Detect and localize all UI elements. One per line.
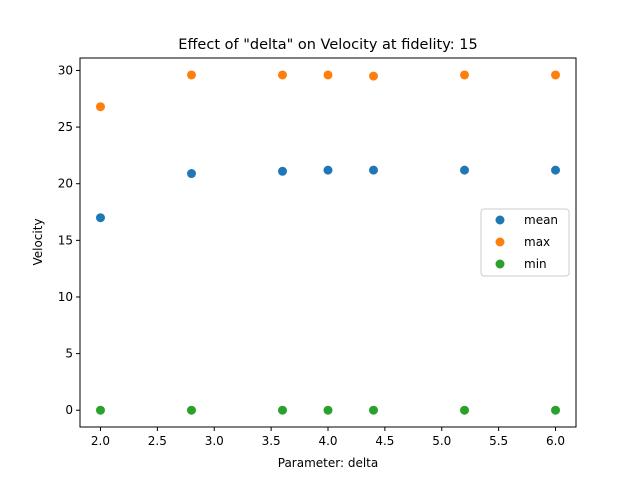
point-max — [277, 70, 287, 80]
point-min — [95, 405, 105, 415]
point-max — [369, 71, 379, 81]
x-tick-label: 5.5 — [489, 434, 508, 448]
chart-title: Effect of "delta" on Velocity at fidelit… — [178, 37, 477, 53]
x-tick-label: 6.0 — [546, 434, 565, 448]
point-min — [369, 405, 379, 415]
y-tick-label: 15 — [58, 233, 73, 247]
x-tick-label: 2.5 — [148, 434, 167, 448]
point-min — [186, 405, 196, 415]
point-max — [551, 70, 561, 80]
point-mean — [323, 165, 333, 175]
legend-marker-min — [495, 259, 505, 269]
point-min — [277, 405, 287, 415]
legend-marker-mean — [495, 215, 505, 225]
y-axis-label: Velocity — [31, 218, 45, 265]
point-mean — [277, 166, 287, 176]
x-tick-label: 3.0 — [205, 434, 224, 448]
point-mean — [186, 169, 196, 179]
y-tick-label: 25 — [58, 120, 73, 134]
x-axis-label: Parameter: delta — [278, 456, 378, 470]
y-axis: 0 5 10 15 20 25 30 — [58, 63, 80, 417]
point-max — [186, 70, 196, 80]
x-axis: 2.0 2.5 3.0 3.5 4.0 4.5 5.0 5.5 6.0 — [91, 427, 565, 448]
x-tick-label: 5.0 — [432, 434, 451, 448]
legend-marker-max — [495, 237, 505, 247]
point-mean — [369, 165, 379, 175]
y-tick-label: 5 — [65, 347, 73, 361]
x-tick-label: 3.5 — [262, 434, 281, 448]
point-mean — [95, 213, 105, 223]
data-points — [95, 70, 561, 415]
legend-label-min: min — [524, 257, 547, 271]
x-tick-label: 2.0 — [91, 434, 110, 448]
legend: mean max min — [480, 208, 570, 277]
x-tick-label: 4.5 — [375, 434, 394, 448]
y-tick-label: 20 — [58, 177, 73, 191]
point-mean — [460, 165, 470, 175]
legend-label-mean: mean — [524, 213, 558, 227]
point-min — [551, 405, 561, 415]
point-min — [323, 405, 333, 415]
point-max — [323, 70, 333, 80]
y-tick-label: 30 — [58, 63, 73, 77]
point-min — [460, 405, 470, 415]
y-tick-label: 10 — [58, 290, 73, 304]
legend-box — [480, 208, 570, 277]
point-mean — [551, 165, 561, 175]
y-tick-label: 0 — [65, 403, 73, 417]
legend-label-max: max — [524, 235, 550, 249]
point-max — [95, 102, 105, 112]
point-max — [460, 70, 470, 80]
x-tick-label: 4.0 — [318, 434, 337, 448]
